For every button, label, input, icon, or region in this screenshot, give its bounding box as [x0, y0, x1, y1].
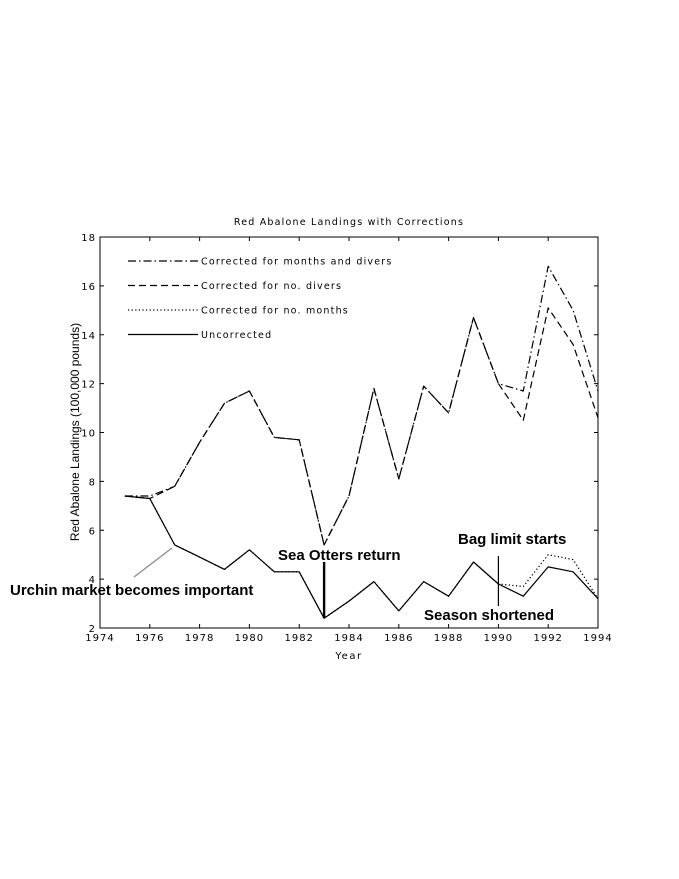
plot-area	[99, 236, 599, 629]
x-axis-label: Year	[334, 651, 362, 662]
x-tick-label: 1990	[484, 633, 513, 644]
axis-ticks: 1974 1976 1978 1980 1982 1984 1986 1988 1990 1992…	[81, 233, 612, 644]
legend-label: Corrected for no. months	[201, 306, 349, 317]
legend: Corrected for months and divers Corrected…	[128, 257, 393, 341]
y-tick-label: 14	[81, 331, 96, 342]
legend-label: Corrected for months and divers	[201, 257, 393, 268]
y-tick-label: 2	[89, 624, 96, 635]
x-tick-label: 1978	[185, 633, 214, 644]
x-tick-label: 1982	[284, 633, 313, 644]
bag-limit-annotation: Bag limit starts	[458, 531, 566, 548]
y-tick-label: 6	[89, 526, 96, 537]
y-tick-label: 12	[81, 380, 96, 391]
otters-annotation: Sea Otters return	[278, 547, 401, 564]
x-tick-label: 1992	[533, 633, 562, 644]
urchin-pointer-line	[133, 547, 173, 578]
y-axis-label: Red Abalone Landings (100,000 pounds)	[68, 323, 82, 541]
legend-label: Corrected for no. divers	[201, 281, 342, 292]
series-lines	[124, 265, 599, 619]
x-tick-label: 1994	[583, 633, 612, 644]
x-tick-label: 1984	[334, 633, 363, 644]
y-tick-label: 18	[81, 233, 96, 244]
x-tick-label: 1980	[235, 633, 264, 644]
series-line-dashed	[124, 307, 599, 546]
series-line-solid	[124, 495, 599, 619]
urchin-annotation: Urchin market becomes important	[10, 582, 253, 599]
plot-border	[99, 236, 599, 629]
y-tick-label: 8	[89, 477, 96, 488]
annotations: Urchin market becomes important Sea Otter…	[10, 531, 566, 624]
chart-title: Red Abalone Landings with Corrections	[234, 217, 464, 228]
x-tick-label: 1974	[85, 633, 114, 644]
legend-label: Uncorrected	[201, 330, 272, 341]
season-shortened-annotation: Season shortened	[424, 607, 554, 624]
y-tick-label: 4	[89, 575, 96, 586]
y-tick-label: 16	[81, 282, 96, 293]
x-tick-label: 1976	[135, 633, 164, 644]
x-tick-label: 1988	[434, 633, 463, 644]
x-tick-label: 1986	[384, 633, 413, 644]
y-tick-label: 10	[81, 429, 96, 440]
